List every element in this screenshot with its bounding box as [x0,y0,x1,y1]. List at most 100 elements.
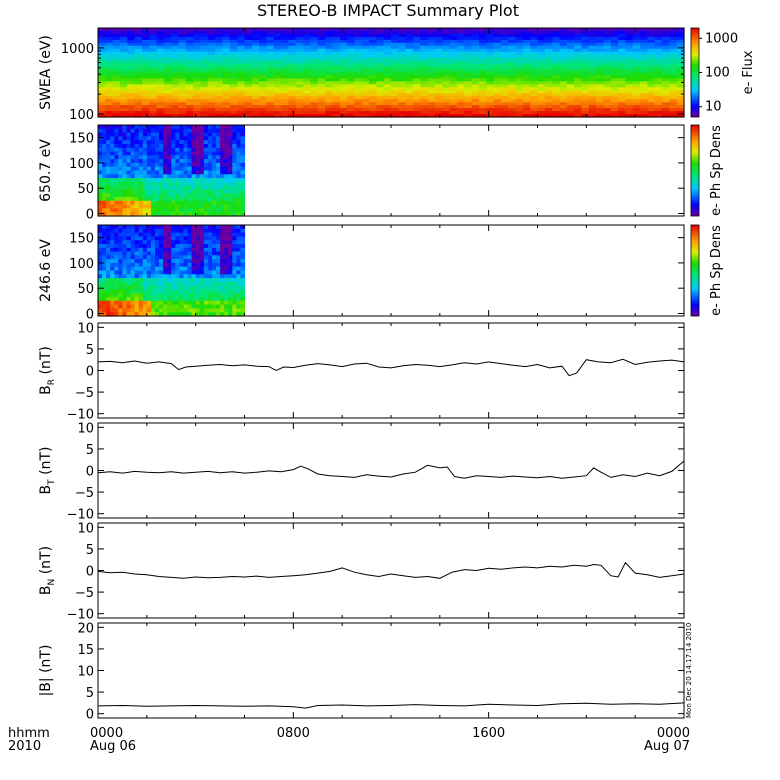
heatmap-cell [669,51,678,56]
heatmap-cell [228,262,233,268]
heatmap-cell [171,200,176,206]
heatmap-cell [486,69,495,74]
heatmap-cell [669,54,678,59]
heatmap-cell [391,36,399,41]
heatmap-cell [126,274,132,279]
heatmap-cell [376,36,385,41]
heatmap-cell [610,36,619,41]
heatmap-cell [581,69,590,74]
heatmap-cell [207,189,213,194]
heatmap-cell [118,308,123,313]
heatmap-cell [114,181,119,187]
heatmap-cell [288,39,297,44]
heatmap-cell [537,87,546,91]
heatmap-cell [383,93,392,97]
heatmap-cell [237,114,246,118]
heatmap-cell [618,28,626,32]
heatmap-cell [211,278,217,283]
heatmap-cell [193,57,202,62]
heatmap-cell [610,31,619,35]
heatmap-cell [434,45,443,50]
heatmap-cell [240,178,246,183]
heatmap-cell [413,105,421,109]
heatmap-cell [127,87,136,91]
heatmap-cell [179,251,185,256]
heatmap-cell [98,144,103,149]
heatmap-cell [640,28,648,32]
colorbar-label: e- Flux [741,50,756,94]
heatmap-cell [640,81,648,85]
heatmap-cell [150,174,156,179]
heatmap-cell [130,297,136,302]
heatmap-cell [211,274,217,279]
heatmap-cell [224,136,229,141]
heatmap-cell [493,114,502,118]
heatmap-cell [106,244,111,249]
heatmap-cell [544,45,553,50]
heatmap-cell [662,54,670,59]
heatmap-cell [391,87,399,91]
heatmap-cell [295,28,304,32]
heatmap-cell [236,136,242,141]
heatmap-cell [266,31,275,35]
heatmap-cell [347,93,355,97]
heatmap-cell [596,42,604,47]
heatmap-cell [339,57,348,62]
heatmap-cell [530,72,539,77]
heatmap-cell [228,128,233,134]
heatmap-cell [266,48,275,53]
heatmap-cell [199,151,205,156]
heatmap-cell [141,60,150,65]
heatmap-cell [126,236,132,241]
heatmap-cell [98,247,103,253]
heatmap-cell [112,102,121,106]
heatmap-cell [596,63,604,68]
heatmap-cell [413,31,421,35]
heatmap-cell [185,31,194,35]
heatmap-cell [175,208,180,213]
heatmap-cell [625,36,634,41]
heatmap-cell [405,42,414,47]
heatmap-cell [303,63,311,68]
heatmap-cell [126,140,132,145]
heatmap-cell [163,193,168,198]
heatmap-cell [199,232,205,237]
heatmap-cell [171,225,176,230]
heatmap-cell [134,147,140,153]
heatmap-cell [405,90,414,94]
heatmap-cell [191,128,197,134]
heatmap-cell [610,99,619,103]
heatmap-cell [146,225,152,230]
heatmap-cell [281,48,289,53]
heatmap-cell [232,197,237,202]
heatmap-cell [361,102,370,106]
heatmap-cell [588,51,597,56]
heatmap-cell [647,75,656,80]
heatmap-cell [207,204,213,209]
heatmap-cell [163,259,168,264]
heatmap-cell [193,48,202,53]
heatmap-cell [126,178,132,183]
heatmap-cell [669,28,678,32]
heatmap-cell [159,289,164,294]
heatmap-cell [236,208,242,213]
heatmap-cell [325,96,333,100]
heatmap-cell [552,102,560,106]
y-axis-label: 650.7 eV [38,139,54,202]
heatmap-cell [251,36,260,41]
heatmap-cell [530,111,539,115]
heatmap-cell [118,293,123,298]
heatmap-cell [325,60,333,65]
heatmap-cell [325,108,333,112]
heatmap-cell [224,228,229,234]
heatmap-cell [216,274,221,279]
heatmap-cell [141,90,150,94]
heatmap-cell [130,147,136,153]
heatmap-cell [171,140,176,145]
heatmap-cell [215,42,224,47]
heatmap-cell [114,259,119,264]
heatmap-cell [175,308,180,313]
heatmap-cell [171,278,176,283]
heatmap-cell [159,159,164,164]
heatmap-cell [354,45,363,50]
